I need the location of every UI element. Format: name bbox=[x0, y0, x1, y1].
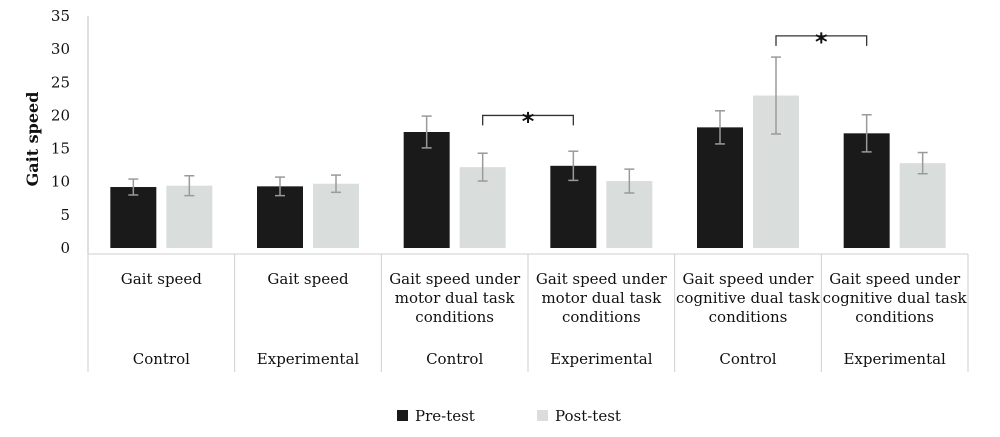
group-label: Control bbox=[426, 350, 483, 368]
significance-star: * bbox=[815, 28, 828, 56]
category-label: Gait speed bbox=[267, 270, 349, 288]
category-label: Gait speed under motor dual task condition… bbox=[389, 270, 521, 326]
significance-bracket bbox=[482, 114, 574, 126]
significance-star: * bbox=[522, 107, 535, 135]
y-tick-label: 20 bbox=[51, 106, 70, 124]
category-label: Gait speed under cognitive dual task condi… bbox=[676, 270, 821, 326]
category-table bbox=[87, 253, 969, 372]
legend-label: Pre-test bbox=[415, 407, 475, 425]
y-tick-label: 15 bbox=[51, 140, 70, 158]
y-tick-label: 25 bbox=[51, 73, 70, 91]
significance-bracket bbox=[775, 35, 868, 46]
bar-post-test bbox=[899, 163, 946, 248]
bar-pre-test bbox=[257, 186, 303, 248]
category-labels: Gait speed Control Gait speed Experimental G… bbox=[121, 270, 968, 368]
bar-pre-test bbox=[697, 127, 743, 248]
group-label: Experimental bbox=[257, 350, 360, 368]
legend-swatch bbox=[397, 410, 408, 421]
bar-pre-test bbox=[403, 132, 450, 248]
group-label: Experimental bbox=[550, 350, 653, 368]
category-label: Gait speed under cognitive dual task condi… bbox=[823, 270, 968, 326]
bars bbox=[110, 95, 946, 249]
significance-markers: ** bbox=[482, 28, 868, 135]
error-bars bbox=[128, 56, 928, 197]
group-label: Experimental bbox=[843, 350, 946, 368]
bar-post-test bbox=[313, 183, 359, 248]
y-tick-label: 30 bbox=[51, 40, 70, 58]
legend: Pre-test Post-test bbox=[397, 407, 621, 425]
category-label: Gait speed bbox=[121, 270, 203, 288]
y-tick-label: 0 bbox=[60, 239, 70, 257]
category-label: Gait speed under motor dual task condition… bbox=[536, 270, 668, 326]
legend-label: Post-test bbox=[555, 407, 621, 425]
y-axis: 0 5 10 15 20 25 30 35 bbox=[51, 7, 89, 257]
bar-pre-test bbox=[110, 187, 157, 248]
y-tick-label: 5 bbox=[60, 206, 70, 224]
legend-swatch bbox=[537, 410, 548, 421]
y-tick-label: 10 bbox=[51, 173, 70, 191]
y-axis-label: Gait speed bbox=[23, 92, 42, 187]
y-tick-label: 35 bbox=[51, 7, 70, 25]
group-label: Control bbox=[719, 350, 776, 368]
group-label: Control bbox=[133, 350, 190, 368]
